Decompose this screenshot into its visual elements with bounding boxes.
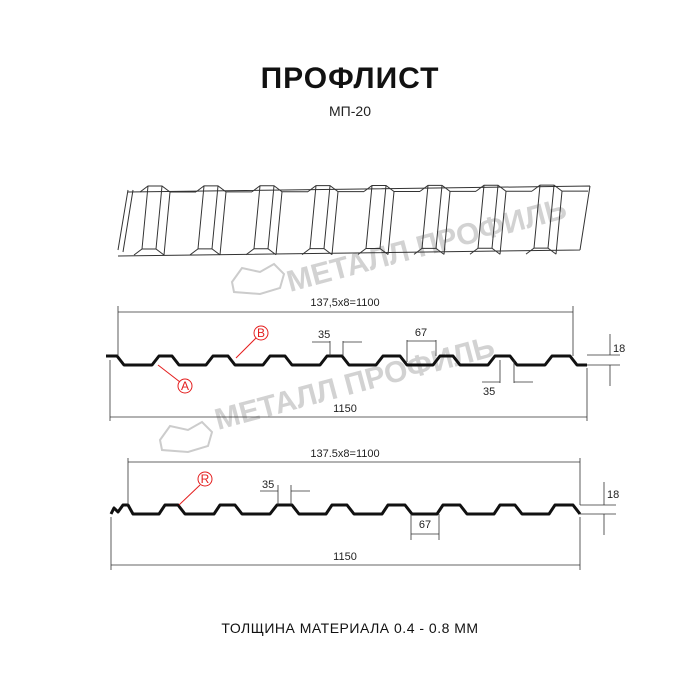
- page-subtitle: МП-20: [329, 103, 371, 119]
- watermark-text-2: МЕТАЛЛ ПРОФИЛЬ: [211, 330, 498, 436]
- marker-b: [253, 325, 269, 341]
- profile-line-bottom: [109, 503, 582, 516]
- sheet-sketch-line: [421, 185, 451, 255]
- sheet-sketch-line: [533, 185, 563, 255]
- sheet-sketch-line: [245, 248, 277, 256]
- sheet-sketch-line: [197, 185, 227, 255]
- pitch-label-bottom: 137.5x8=1100: [310, 448, 379, 460]
- sheet-sketch-line: [141, 185, 171, 256]
- marker-r-label: R: [201, 472, 210, 486]
- marker-r: [197, 471, 213, 487]
- sheet-sketch-line: [365, 185, 395, 255]
- width-label-top: 1150: [333, 403, 357, 415]
- sheet-sketch-line: [357, 248, 389, 255]
- trough-label-top: 35: [483, 386, 495, 398]
- profile-line-top: [106, 354, 587, 367]
- crest-label-top: 35: [318, 329, 330, 341]
- width-label-bottom: 1150: [333, 551, 357, 563]
- marker-a: [177, 378, 193, 394]
- marker-b-label: B: [257, 326, 265, 340]
- sheet-3d-sketch: [117, 184, 591, 257]
- watermark-text: МЕТАЛЛ ПРОФИЛЬ: [283, 192, 570, 298]
- sheet-sketch-line: [253, 185, 283, 255]
- bottom-width-label: 67: [419, 519, 431, 531]
- pitch-label-top: 137,5x8=1100: [310, 297, 379, 309]
- watermark-logo: МЕТАЛЛ ПРОФИЛЬ МЕТАЛЛ ПРОФИЛЬ: [158, 192, 570, 454]
- height-label-top: 18: [613, 343, 625, 355]
- sheet-sketch-line: [117, 185, 591, 257]
- sheet-sketch-line: [117, 189, 134, 253]
- marker-a-label: A: [181, 379, 189, 393]
- profile-top: 137,5x8=1100 1150 35 67 35 18 B A: [106, 297, 625, 421]
- height-label-bottom: 18: [607, 489, 619, 501]
- material-thickness-note: ТОЛЩИНА МАТЕРИАЛА 0.4 - 0.8 ММ: [221, 620, 479, 636]
- crest-label-bottom: 35: [262, 479, 274, 491]
- sheet-sketch-line: [189, 248, 221, 256]
- page-title: ПРОФЛИСТ: [260, 62, 440, 95]
- top-width-label: 67: [415, 327, 427, 339]
- sheet-sketch-line: [309, 185, 339, 255]
- profile-bottom: 137.5x8=1100 1150 35 67 18 R: [109, 448, 619, 570]
- sheet-sketch-line: [301, 248, 333, 256]
- sheet-sketch-line: [525, 247, 557, 255]
- sheet-sketch-line: [133, 248, 165, 256]
- sheet-sketch-line: [477, 185, 507, 255]
